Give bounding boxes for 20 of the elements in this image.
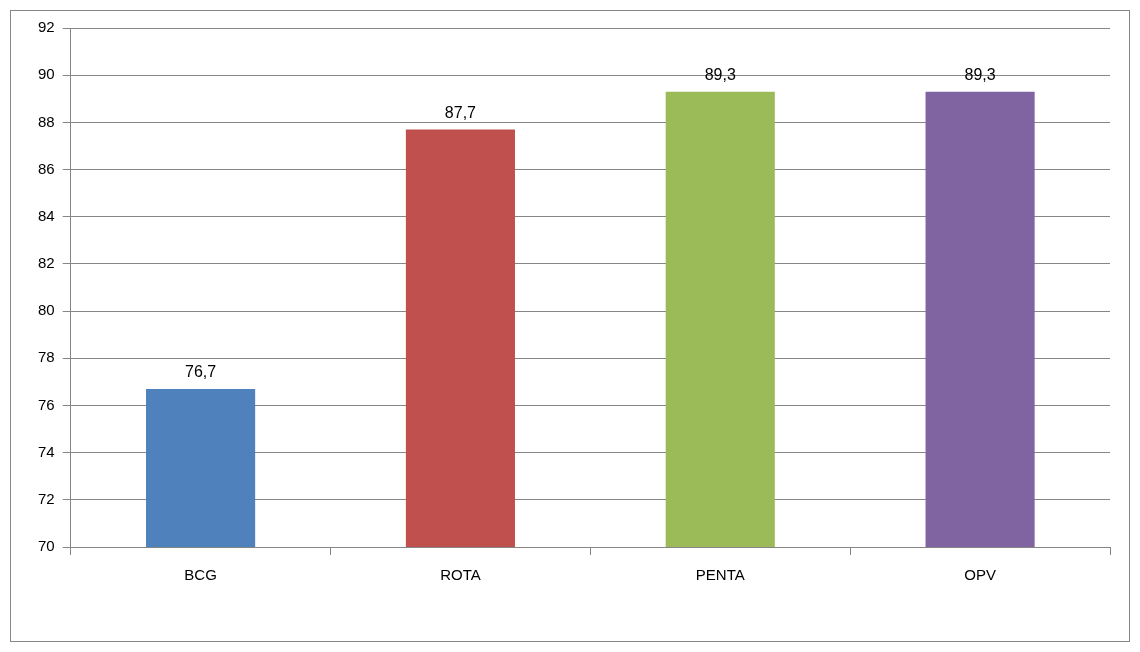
- data-label: 76,7: [185, 363, 217, 381]
- y-tick-label: 74: [38, 442, 55, 460]
- y-tick-label: 78: [38, 348, 55, 366]
- x-tick-label: BCG: [184, 566, 217, 584]
- y-tick-label: 72: [38, 489, 55, 507]
- y-tick-label: 86: [38, 159, 55, 177]
- y-tick-label: 92: [38, 18, 55, 36]
- y-tick-label: 80: [38, 301, 55, 319]
- y-tick-label: 90: [38, 65, 55, 83]
- x-tick-label: PENTA: [695, 566, 745, 584]
- data-label: 89,3: [704, 66, 736, 84]
- data-label: 87,7: [444, 103, 477, 121]
- y-tick-label: 84: [38, 206, 55, 224]
- data-label: 89,3: [964, 66, 996, 84]
- x-tick-label: OPV: [964, 566, 996, 584]
- y-tick-label: 88: [38, 112, 55, 130]
- y-tick-label: 82: [38, 254, 55, 272]
- x-tick-label: ROTA: [440, 566, 481, 584]
- y-tick-label: 76: [38, 395, 55, 413]
- y-tick-label: 70: [38, 537, 55, 555]
